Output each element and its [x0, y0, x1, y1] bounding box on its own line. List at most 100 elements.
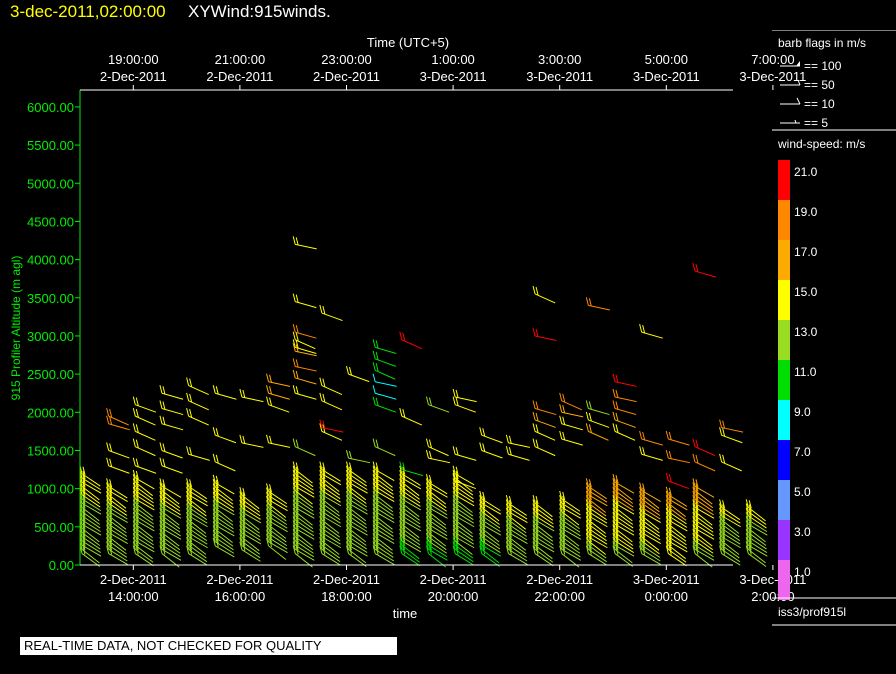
wind-barb: [639, 430, 663, 446]
x-tick-time: 0:00:00: [645, 589, 688, 604]
wind-barb: [372, 385, 397, 400]
speed-color-swatch: [778, 440, 790, 480]
top-tick-time: 5:00:00: [645, 52, 688, 67]
wind-barb: [452, 396, 476, 413]
wind-barb: [132, 396, 157, 413]
x-tick-time: 22:00:00: [534, 589, 585, 604]
speed-level-label: 1.0: [794, 565, 811, 579]
wind-barb: [212, 453, 236, 472]
barb-legend-item: == 5: [780, 116, 828, 130]
x-ticks: 2-Dec-2011 14:00:00 2-Dec-2011 16:00:00 2-De…: [100, 52, 807, 604]
speed-level-label: 5.0: [794, 485, 811, 499]
wind-barb: [399, 407, 423, 426]
wind-barb: [292, 343, 317, 357]
y-ticks: 0.00 500.00 1000.00 1500.00 2000.00 2500.00 30…: [27, 100, 80, 573]
wind-barb: [292, 358, 317, 372]
wind-barb: [559, 392, 583, 411]
wind-barb: [585, 400, 610, 416]
date-label: 3-dec-2011,02:00:00: [10, 2, 166, 21]
speed-color-swatch: [778, 560, 790, 600]
top-axis-title: Time (UTC+5): [367, 35, 449, 50]
wind-barb: [585, 411, 610, 428]
speed-level-label: 3.0: [794, 525, 811, 539]
wind-barb: [292, 324, 317, 339]
wind-barb: [692, 545, 713, 568]
top-tick-date: 3-Dec-2011: [420, 69, 487, 84]
top-tick-date: 3-Dec-2011: [739, 69, 806, 84]
wind-barb: [639, 324, 663, 339]
barb-legend-label: == 50: [804, 78, 835, 92]
wind-barb: [319, 461, 341, 482]
wind-barb: [452, 472, 476, 490]
barb-legend-item: == 100: [780, 59, 842, 73]
wind-barb: [479, 490, 501, 512]
speed-color-swatch: [778, 400, 790, 440]
top-tick-time: 3:00:00: [538, 52, 581, 67]
wind-barb: [532, 285, 556, 304]
wind-barb: [425, 438, 449, 457]
top-tick-time: 7:00:00: [751, 52, 794, 67]
speed-level-label: 9.0: [794, 405, 811, 419]
wind-barb: [532, 327, 557, 342]
wind-barb: [186, 407, 209, 426]
barb-legend-title: barb flags in m/s: [778, 36, 866, 50]
wind-barb: [212, 474, 235, 495]
wind-barb: [266, 483, 288, 505]
speed-level-label: 7.0: [794, 445, 811, 459]
wind-barb: [159, 457, 183, 474]
top-tick-time: 19:00:00: [108, 52, 159, 67]
barb-legend-label: == 5: [804, 116, 828, 130]
speed-level-label: 19.0: [794, 205, 818, 219]
wind-barb: [372, 339, 397, 354]
wind-barb: [639, 446, 663, 461]
wind-barb: [292, 339, 317, 354]
wind-barb: [612, 423, 636, 441]
wind-barb: [319, 423, 343, 441]
wind-barb: [132, 457, 157, 474]
wind-barb: [372, 396, 396, 413]
wind-barb: [612, 411, 636, 428]
wind-barb: [612, 474, 635, 494]
wind-barb: [692, 438, 716, 457]
wind-barb: [399, 461, 424, 477]
y-tick-label: 2500.00: [27, 367, 74, 382]
speed-color-swatch: [778, 160, 790, 200]
wind-barb: [745, 499, 766, 522]
wind-barb: [132, 423, 156, 441]
speed-level-label: 15.0: [794, 285, 818, 299]
legend-panel: barb flags in m/s == 100 == 50 == 10 == 5 w…: [772, 30, 896, 626]
source-label: iss3/prof915l: [778, 605, 846, 619]
wind-barb: [559, 545, 580, 568]
speed-color-swatch: [778, 320, 790, 360]
barb-legend-label: == 100: [804, 59, 842, 73]
wind-barb: [106, 478, 128, 499]
y-tick-label: 3000.00: [27, 329, 74, 344]
wind-barb: [612, 400, 637, 416]
wind-barb: [292, 438, 316, 457]
wind-barb: [346, 461, 367, 483]
wind-barb: [692, 453, 716, 472]
y-tick-label: 4500.00: [27, 214, 74, 229]
wind-barb: [665, 449, 690, 464]
wind-barb: [186, 478, 208, 500]
x-tick-date: 2-Dec-2011: [526, 572, 593, 587]
wind-barb: [106, 407, 129, 426]
speed-color-swatch: [778, 240, 790, 280]
wind-barb: [239, 388, 264, 403]
barb-legend-label: == 10: [804, 97, 835, 111]
wind-barb: [692, 262, 717, 278]
barb-legend: == 100 == 50 == 10 == 5: [780, 59, 842, 130]
y-tick-label: 1000.00: [27, 482, 74, 497]
x-axis-title: time: [393, 606, 418, 621]
wind-barb: [505, 495, 527, 516]
wind-barb: [346, 366, 370, 383]
wind-barb: [585, 423, 609, 441]
top-tick-time: 21:00:00: [215, 52, 266, 67]
wind-barb: [719, 427, 743, 444]
wind-barb: [239, 434, 264, 448]
speed-color-swatch: [778, 360, 790, 400]
y-tick-label: 6000.00: [27, 100, 74, 115]
wind-barb: [585, 297, 610, 311]
wind-barb: [532, 423, 556, 441]
wind-barb: [559, 404, 584, 418]
